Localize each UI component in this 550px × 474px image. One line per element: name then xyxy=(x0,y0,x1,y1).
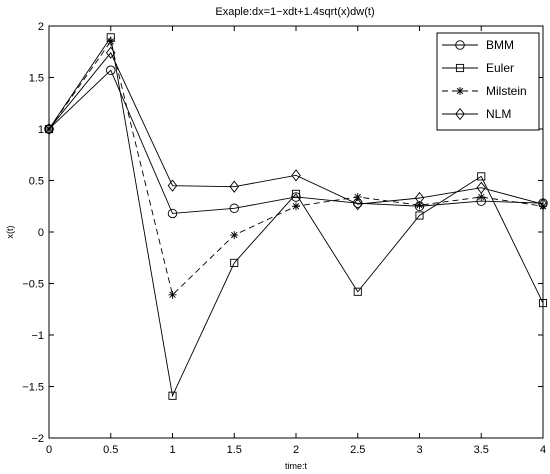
data-point-nlm xyxy=(538,198,548,211)
x-tick-label: 1 xyxy=(169,444,175,456)
legend-marker-bmm xyxy=(455,40,465,50)
data-point-euler xyxy=(230,258,239,267)
x-tick-label: 0.5 xyxy=(103,444,118,456)
data-point-milstein xyxy=(230,231,239,240)
data-point-milstein xyxy=(292,202,300,211)
legend-label: NLM xyxy=(486,107,511,121)
x-tick-label: 2 xyxy=(293,444,299,456)
legend-item-euler: Euler xyxy=(442,61,514,75)
legend-marker-euler xyxy=(455,63,465,73)
y-tick-label: 0.5 xyxy=(29,176,44,188)
data-point-milstein xyxy=(168,290,177,299)
y-tick-label: 2 xyxy=(38,21,44,33)
x-tick-label: 2.5 xyxy=(350,444,365,456)
data-point-euler xyxy=(353,287,362,296)
data-point-bmm xyxy=(167,208,178,219)
data-point-nlm xyxy=(44,122,54,136)
data-point-nlm xyxy=(167,179,178,192)
x-tick-label: 1.5 xyxy=(227,444,242,456)
legend-item-bmm: BMM xyxy=(442,38,514,52)
legend-item-nlm: NLM xyxy=(442,107,511,121)
data-point-milstein xyxy=(106,37,115,46)
x-axis-label: time:t xyxy=(285,461,308,471)
y-tick-label: 1.5 xyxy=(29,73,44,85)
data-point-bmm xyxy=(291,192,301,202)
legend-marker-milstein xyxy=(456,87,464,95)
y-tick-label: −2 xyxy=(31,433,44,445)
x-tick-label: 0 xyxy=(46,444,52,456)
series-nlm xyxy=(44,46,548,211)
series-line-euler xyxy=(48,36,544,398)
legend-label: Euler xyxy=(486,61,514,75)
y-axis-label: x(t) xyxy=(5,226,15,239)
data-point-nlm xyxy=(414,191,425,205)
x-tick-label: 4 xyxy=(540,444,546,456)
data-point-euler xyxy=(477,172,486,181)
data-point-nlm xyxy=(291,169,301,182)
series-line-bmm xyxy=(48,69,544,214)
data-point-euler xyxy=(168,391,177,400)
chart-title: Exaple:dx=1−xdt+1.4sqrt(x)dw(t) xyxy=(215,6,374,18)
legend-item-milstein: Milstein xyxy=(442,84,527,98)
series-line-nlm xyxy=(48,51,544,205)
data-point-nlm xyxy=(476,181,487,194)
y-tick-label: −1 xyxy=(31,330,44,342)
data-point-bmm xyxy=(229,203,239,214)
axis-ticks: 0 0.5 1 1.5 2 2.5 3 3.5 4 −2 −1.5 −1 −0.5 0 0.5 1 1.5 2 xyxy=(22,21,546,456)
data-point-bmm xyxy=(105,65,116,76)
data-point-milstein xyxy=(415,201,424,210)
data-point-euler xyxy=(291,189,301,198)
data-point-euler xyxy=(538,299,548,308)
data-point-euler xyxy=(415,211,424,220)
y-tick-label: 1 xyxy=(38,124,44,136)
data-point-milstein xyxy=(477,192,486,201)
legend-label: Milstein xyxy=(486,84,527,98)
series-layer xyxy=(44,33,548,400)
legend-label: BMM xyxy=(486,38,514,52)
x-tick-label: 3.5 xyxy=(474,444,489,456)
data-point-nlm xyxy=(105,46,116,59)
data-point-milstein xyxy=(353,192,362,201)
data-point-nlm xyxy=(229,180,240,193)
legend-marker-nlm xyxy=(455,107,465,121)
y-tick-label: −1.5 xyxy=(22,382,44,394)
x-tick-label: 3 xyxy=(416,444,422,456)
y-tick-label: 0 xyxy=(38,227,44,239)
data-point-milstein xyxy=(539,202,547,211)
legend: BMM Euler Milstein NLM xyxy=(436,32,540,131)
data-point-nlm xyxy=(352,198,363,211)
y-tick-label: −0.5 xyxy=(22,279,44,291)
